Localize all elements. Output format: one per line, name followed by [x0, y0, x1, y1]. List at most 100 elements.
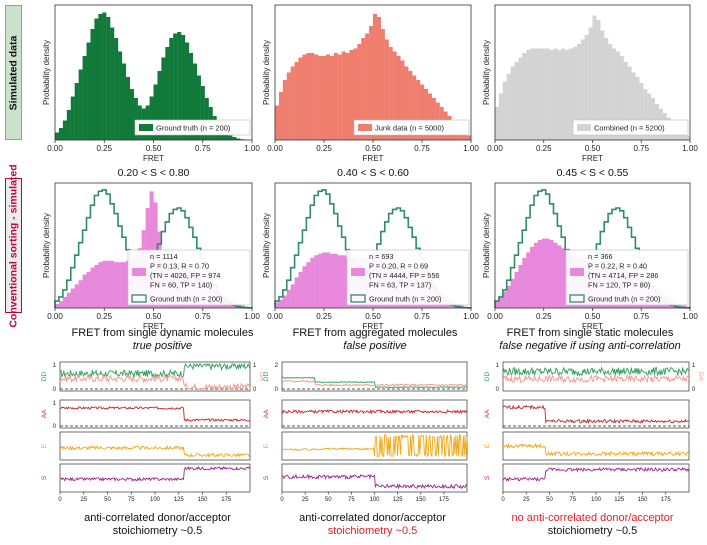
- x-tick-label: 0.25: [316, 312, 332, 321]
- legend-swatch: [139, 124, 153, 131]
- histogram-bar: [388, 47, 393, 140]
- histogram-bar: [188, 53, 194, 140]
- trace-y-label: E: [263, 443, 270, 448]
- histogram-bar: [66, 110, 71, 140]
- trace-x-tick-label: 0: [501, 497, 505, 503]
- histogram-bar: [310, 258, 315, 308]
- trace-x-tick-label: 175: [661, 497, 672, 503]
- trace-x-tick-label: 100: [369, 497, 380, 503]
- trace-x-tick-label: 150: [416, 497, 427, 503]
- histogram-bar: [294, 62, 299, 140]
- histogram-bar: [561, 48, 566, 140]
- x-tick-label: 1.00: [463, 312, 479, 321]
- trace-line: [281, 376, 468, 389]
- y-axis-label: Probability density: [42, 40, 51, 105]
- histogram-bar: [537, 48, 542, 140]
- trace-x-tick-label: 150: [197, 497, 208, 503]
- histogram-bar: [392, 51, 397, 140]
- histogram-bar: [74, 83, 79, 140]
- histogram-bar: [647, 93, 652, 140]
- histogram-bar: [502, 291, 507, 308]
- histogram-bar: [341, 255, 346, 308]
- histogram-bar: [66, 292, 71, 308]
- trace-y-tick: 1: [496, 363, 500, 369]
- trace-x-tick-label: 75: [569, 497, 576, 503]
- histogram-bar: [322, 252, 327, 308]
- histogram-bar: [278, 299, 283, 308]
- histogram-bar: [510, 66, 515, 140]
- trace-y-label: DD: [41, 372, 48, 382]
- histogram-bar: [102, 12, 107, 140]
- histogram-bar: [290, 284, 295, 308]
- trace-x-tick-label: 125: [174, 497, 185, 503]
- histogram-bar: [369, 26, 374, 140]
- histogram-bar: [165, 47, 170, 140]
- x-axis-label: FRET: [143, 322, 164, 331]
- trace-y-label: E: [41, 443, 48, 448]
- trace-y-label: E: [484, 443, 491, 448]
- y-axis-label: Probability density: [482, 213, 491, 278]
- legend-label: Ground truth (n = 200): [150, 295, 222, 304]
- histogram-bar: [596, 20, 601, 140]
- histogram-bar: [94, 264, 99, 308]
- histogram-bar: [329, 253, 334, 308]
- x-tick-label: 0.50: [585, 312, 601, 321]
- histogram-bar: [569, 48, 574, 140]
- histogram-bar: [534, 242, 539, 308]
- histogram-bar: [495, 107, 500, 140]
- histogram-6: 0.00 0.25 0.50 0.75 1.00 FRET Probability dens…: [482, 167, 698, 331]
- histogram-bar: [236, 138, 241, 140]
- histogram-bar: [514, 62, 519, 140]
- histogram-bar: [416, 80, 421, 140]
- histogram-bar: [102, 260, 107, 308]
- histogram-bar: [498, 296, 503, 308]
- histogram-bar: [314, 255, 319, 308]
- histogram-bar: [384, 39, 389, 140]
- trace-right-tick: 1: [253, 363, 257, 369]
- trace-y-tick: 1: [53, 363, 57, 369]
- histogram-bar: [463, 132, 468, 140]
- histogram-bar: [185, 42, 190, 140]
- trace-x-tick-label: 125: [614, 497, 625, 503]
- histogram-bar: [431, 98, 436, 140]
- conventional-sorting-label: Conventional sorting - simulated: [5, 164, 22, 327]
- histogram-bar: [522, 53, 527, 140]
- x-tick-label: 1.00: [682, 312, 698, 321]
- x-tick-label: 0.00: [267, 144, 283, 153]
- histogram-bar: [114, 38, 119, 140]
- histogram-title: 0.40 < S < 0.60: [337, 167, 409, 179]
- legend-box: [346, 249, 470, 306]
- histogram-bar: [157, 71, 162, 140]
- trace-panel: [502, 399, 690, 429]
- histogram-bar: [228, 135, 233, 140]
- trace-y-label: S: [41, 475, 48, 480]
- histogram-bar: [353, 48, 358, 140]
- legend-label: Ground truth (n = 200): [369, 295, 441, 304]
- legend-label: P = 0.13, R = 0.70: [150, 262, 209, 271]
- histogram-bar: [541, 48, 546, 140]
- histogram-bar: [553, 48, 558, 140]
- trace-right-tick: 0: [692, 387, 696, 393]
- histogram-bar: [365, 33, 370, 140]
- legend-label: FN = 63, TP = 137): [369, 281, 431, 290]
- histogram-bar: [337, 255, 342, 308]
- y-axis-label: Probability density: [262, 213, 271, 278]
- histogram-bar: [541, 238, 546, 308]
- histogram-bar: [600, 30, 605, 140]
- legend-label: (TN = 4444, FP = 556: [369, 271, 439, 280]
- trace-y-tick: 0: [53, 387, 57, 393]
- histogram-bar: [118, 262, 123, 308]
- histogram-bar: [420, 84, 425, 140]
- histogram-bar: [682, 132, 687, 140]
- histogram-bar: [55, 303, 60, 308]
- histogram-bar: [74, 284, 79, 308]
- trace-title-3: FRET from single static molecules false n…: [499, 327, 681, 352]
- x-tick-label: 0.25: [316, 144, 332, 153]
- histogram-bar: [278, 92, 283, 140]
- trace-x-tick-label: 125: [393, 497, 404, 503]
- histogram-bar: [106, 17, 111, 140]
- histogram-bar: [82, 274, 87, 308]
- histogram-bar: [612, 48, 617, 140]
